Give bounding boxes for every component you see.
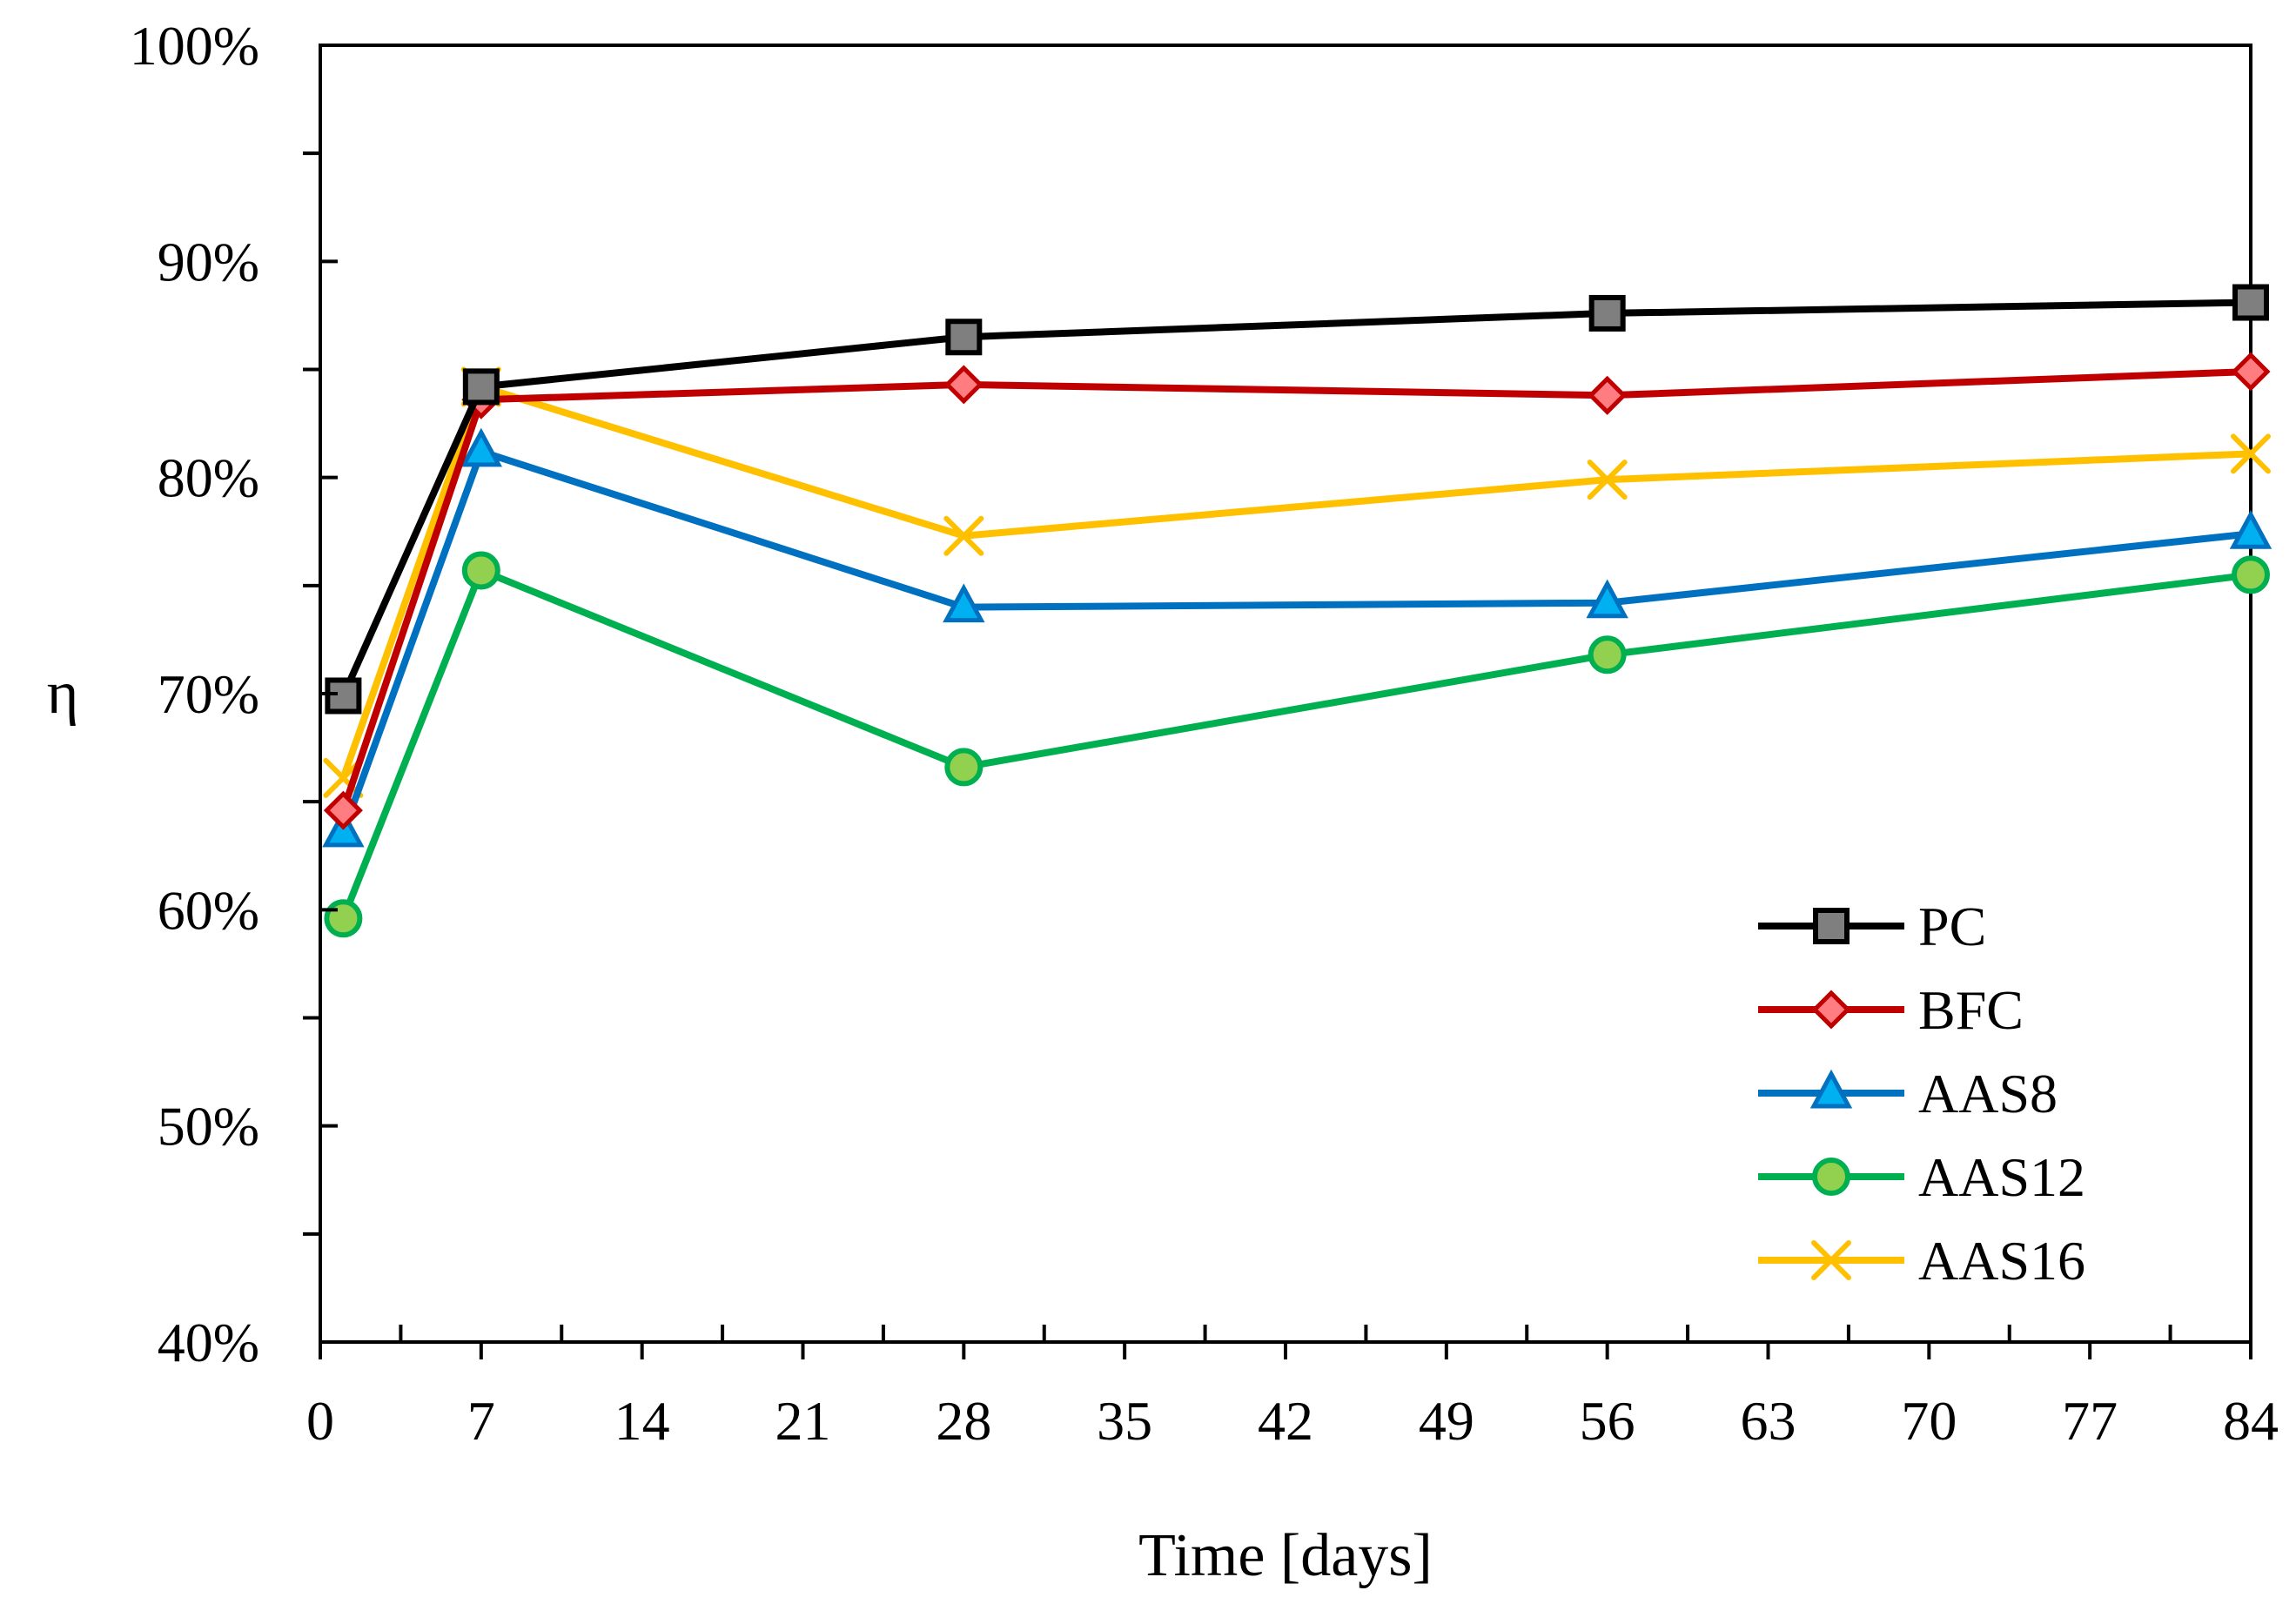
data-point-aas8 (2229, 509, 2273, 549)
y-tick-label: 40% (158, 1312, 259, 1373)
y-tick-label: 60% (158, 879, 259, 941)
legend-entry-aas8: AAS8 (1758, 1063, 2058, 1124)
data-point-aas16 (943, 515, 984, 556)
data-point-pc (945, 319, 983, 356)
axes: 40% 50% 60% 70% 80% 90% 100% 0 7 14 21 28 35 42 49 56 63… (130, 15, 2279, 1452)
legend-label-aas8: AAS8 (1918, 1063, 2058, 1124)
data-point-aas8 (1586, 579, 1628, 619)
data-point-aas16-stroke (2231, 433, 2271, 474)
legend-marker-aas16-stroke (1811, 1240, 1851, 1280)
series-aas12 (324, 551, 2270, 938)
x-tick-label: 49 (1419, 1390, 1474, 1452)
x-tick-label: 77 (2062, 1390, 2118, 1452)
x-tick-label: 70 (1901, 1390, 1957, 1452)
legend-marker-aas12 (1812, 1158, 1850, 1196)
data-point-pc (325, 677, 362, 715)
x-tick-label: 7 (467, 1390, 495, 1452)
data-point-aas16 (1587, 460, 1628, 500)
legend-entry-pc: PC (1758, 896, 1986, 957)
data-point-pc (1588, 294, 1626, 332)
x-tick-label: 14 (614, 1390, 670, 1452)
x-tick-label: 28 (936, 1390, 991, 1452)
y-tick-label: 100% (130, 15, 259, 77)
series-layer (322, 284, 2273, 938)
series-line-aas16 (339, 383, 2252, 780)
y-tick-label: 90% (158, 231, 259, 292)
series-line-bfc (339, 367, 2252, 812)
data-point-bfc (1588, 375, 1628, 415)
data-point-aas8 (943, 583, 985, 623)
legend-marker-bfc (1811, 990, 1851, 1030)
y-tick-label: 70% (158, 663, 259, 725)
legend-entry-bfc: BFC (1758, 979, 2024, 1041)
series-aas8 (322, 427, 2273, 848)
x-tick-label: 42 (1258, 1390, 1313, 1452)
data-point-aas8 (460, 427, 503, 467)
x-tick-label: 63 (1741, 1390, 1796, 1452)
legend-label-aas16: AAS16 (1918, 1230, 2085, 1292)
legend-entry-aas16: AAS16 (1758, 1230, 2085, 1292)
series-pc (325, 284, 2269, 715)
legend-label-pc: PC (1918, 896, 1986, 957)
data-point-bfc (2231, 352, 2271, 392)
data-point-aas12 (2232, 555, 2270, 594)
data-point-aas16 (2231, 433, 2271, 474)
data-point-aas16-stroke (1587, 460, 1628, 500)
data-point-aas12 (944, 748, 984, 787)
data-point-pc (462, 368, 500, 406)
series-line-aas12 (339, 567, 2252, 920)
data-point-aas16-stroke (943, 515, 984, 556)
legend-marker-pc (1813, 908, 1850, 944)
data-point-pc (2232, 284, 2269, 321)
data-point-aas12 (1588, 635, 1627, 674)
data-point-bfc (943, 365, 984, 405)
data-point-aas12 (324, 899, 363, 938)
series-aas16 (323, 366, 2271, 798)
data-point-bfc (323, 790, 363, 830)
legend: PC BFC AAS8 AAS12 AAS16 (1758, 896, 2085, 1292)
x-tick-label: 84 (2223, 1390, 2279, 1452)
legend-marker-aas16 (1811, 1240, 1851, 1280)
legend-label-bfc: BFC (1918, 979, 2024, 1041)
data-point-aas12 (461, 551, 500, 590)
legend-label-aas12: AAS12 (1918, 1146, 2085, 1208)
x-tick-label: 35 (1097, 1390, 1152, 1452)
x-tick-label: 0 (306, 1390, 334, 1452)
legend-entry-aas12: AAS12 (1758, 1146, 2085, 1208)
y-tick-label: 80% (158, 447, 259, 509)
y-tick-label: 50% (158, 1096, 259, 1158)
x-axis-title: Time [days] (1138, 1522, 1433, 1589)
x-tick-label: 21 (775, 1390, 831, 1452)
legend-marker-aas8 (1809, 1069, 1853, 1109)
x-tick-label: 56 (1580, 1390, 1635, 1452)
y-axis-title: η (47, 660, 79, 727)
